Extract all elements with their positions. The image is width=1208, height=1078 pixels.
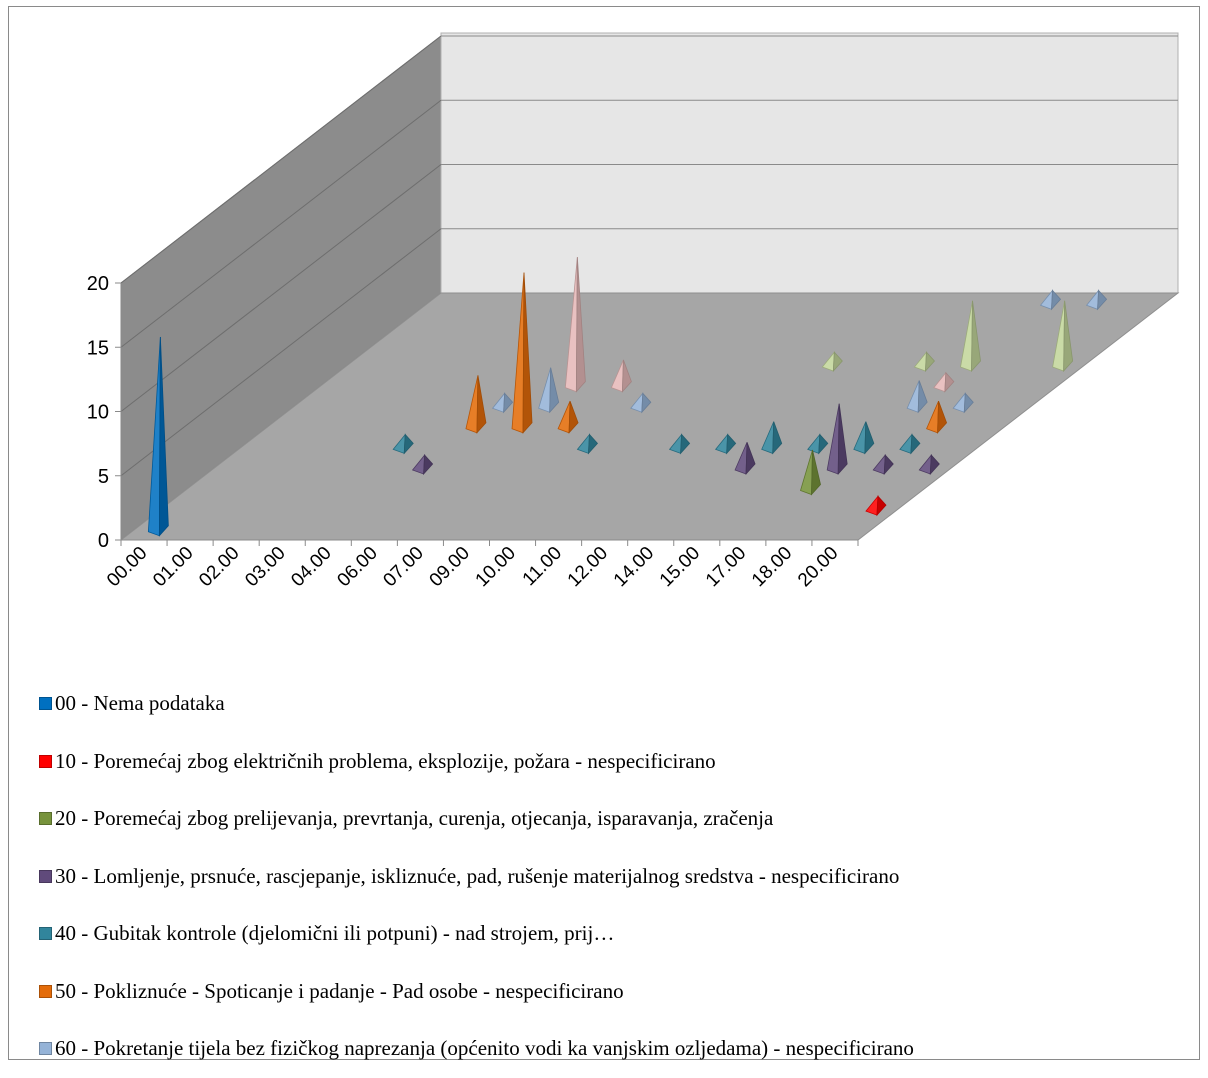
pyramid-mark bbox=[800, 449, 821, 496]
legend-label: 00 - Nema podataka bbox=[55, 691, 225, 716]
x-tick-label: 11.00 bbox=[519, 543, 566, 590]
pyramid-mark bbox=[761, 421, 783, 455]
y-tick-label: 20 bbox=[87, 273, 109, 295]
pyramid-mark bbox=[918, 453, 940, 476]
legend-label: 40 - Gubitak kontrole (djelomični ili po… bbox=[55, 921, 615, 946]
pyramid-mark bbox=[511, 272, 533, 434]
x-tick-label: 09.00 bbox=[426, 543, 474, 591]
data-marks bbox=[147, 257, 1108, 537]
legend-item: 30 - Lomljenje, prsnuće, rascjepanje, is… bbox=[39, 848, 1208, 906]
pyramid-mark bbox=[491, 392, 514, 414]
legend-item: 00 - Nema podataka bbox=[39, 675, 1208, 733]
pyramid-mark bbox=[734, 442, 756, 476]
pyramid-mark bbox=[714, 433, 737, 455]
y-axis: 0 5 10 15 20 bbox=[87, 273, 122, 552]
y-tick-label: 15 bbox=[87, 337, 109, 359]
legend: 00 - Nema podataka 10 - Poremećaj zbog el… bbox=[39, 675, 1208, 1078]
pyramid-mark bbox=[906, 380, 928, 414]
pyramid-mark bbox=[1085, 289, 1108, 311]
back-wall bbox=[440, 32, 1179, 294]
pyramid-mark bbox=[821, 350, 843, 373]
gridline bbox=[120, 35, 442, 284]
chart-walls bbox=[119, 32, 1180, 542]
legend-swatch bbox=[39, 984, 52, 998]
x-tick-label: 18.00 bbox=[748, 543, 796, 591]
x-tick-label: 17.00 bbox=[702, 543, 750, 591]
legend-swatch bbox=[39, 754, 52, 768]
pyramid-mark bbox=[147, 336, 169, 537]
pyramid-mark bbox=[926, 400, 948, 434]
legend-swatch bbox=[39, 812, 52, 826]
x-tick-label: 00.00 bbox=[103, 543, 151, 591]
y-tick-label: 5 bbox=[98, 466, 109, 488]
pyramid-mark bbox=[933, 371, 955, 393]
legend-item: 20 - Poremećaj zbog prelijevanja, prevrt… bbox=[39, 790, 1208, 848]
x-tick-label: 02.00 bbox=[195, 543, 243, 591]
x-tick-label: 06.00 bbox=[333, 543, 381, 591]
pyramid-mark bbox=[610, 359, 632, 393]
legend-item: 50 - Pokliznuće - Spoticanje i padanje -… bbox=[39, 963, 1208, 1021]
pyramid-mark bbox=[1039, 289, 1062, 311]
legend-swatch bbox=[39, 927, 52, 941]
pyramid-mark bbox=[411, 453, 434, 476]
pyramid-mark bbox=[899, 433, 921, 455]
legend-label: 20 - Poremećaj zbog prelijevanja, prevrt… bbox=[55, 806, 774, 831]
legend-label: 10 - Poremećaj zbog električnih problema… bbox=[55, 748, 716, 773]
legend-swatch bbox=[39, 697, 52, 711]
gridline bbox=[120, 99, 442, 348]
x-axis: 00.0001.0002.0003.0004.0006.0007.0009.00… bbox=[103, 539, 859, 591]
pyramid-mark bbox=[865, 495, 887, 517]
pyramid-mark bbox=[807, 433, 829, 455]
legend-swatch bbox=[39, 1042, 52, 1056]
pyramid-mark bbox=[960, 300, 981, 373]
legend-label: 30 - Lomljenje, prsnuće, rascjepanje, is… bbox=[55, 863, 900, 888]
x-tick-label: 03.00 bbox=[241, 543, 289, 591]
x-tick-label: 20.00 bbox=[794, 543, 842, 591]
pyramid-mark bbox=[538, 367, 560, 414]
pyramid-mark bbox=[826, 403, 848, 476]
pyramid-mark bbox=[872, 453, 894, 476]
pyramid-mark bbox=[853, 421, 875, 455]
x-tick-label: 04.00 bbox=[287, 543, 335, 591]
x-tick-label: 01.00 bbox=[149, 543, 197, 591]
pyramid-mark bbox=[1052, 300, 1074, 373]
pyramid-mark bbox=[557, 400, 579, 434]
legend-item: 40 - Gubitak kontrole (djelomični ili po… bbox=[39, 905, 1208, 963]
x-tick-label: 12.00 bbox=[564, 543, 612, 591]
pyramid-mark bbox=[465, 375, 487, 434]
y-tick-label: 10 bbox=[87, 402, 109, 424]
pyramid-mark bbox=[668, 433, 691, 455]
pyramid-mark bbox=[913, 350, 935, 373]
x-tick-label: 15.00 bbox=[656, 543, 704, 591]
legend-label: 50 - Pokliznuće - Spoticanje i padanje -… bbox=[55, 978, 624, 1003]
gridline bbox=[120, 228, 442, 477]
legend-label: 60 - Pokretanje tijela bez fizičkog napr… bbox=[55, 1036, 914, 1061]
pyramid-mark bbox=[630, 392, 652, 414]
legend-swatch bbox=[39, 869, 52, 883]
pyramid-mark bbox=[576, 433, 599, 455]
pyramid-mark bbox=[392, 433, 414, 455]
chart-frame: 0 5 10 15 20 00.00 01.00 02.00 03.00 04.00 06.00 0… bbox=[8, 6, 1200, 1060]
legend-item: 60 - Pokretanje tijela bez fizičkog napr… bbox=[39, 1020, 1208, 1078]
x-tick-label: 10.00 bbox=[472, 543, 520, 591]
gridline bbox=[120, 164, 442, 412]
y-tick-label: 0 bbox=[98, 530, 109, 552]
x-tick-label: 07.00 bbox=[379, 543, 427, 591]
legend-item: 10 - Poremećaj zbog električnih problema… bbox=[39, 733, 1208, 791]
pyramid-mark bbox=[952, 392, 974, 414]
gridlines bbox=[120, 35, 1178, 477]
x-tick-label: 14.00 bbox=[610, 543, 658, 591]
pyramid-mark bbox=[564, 257, 586, 393]
